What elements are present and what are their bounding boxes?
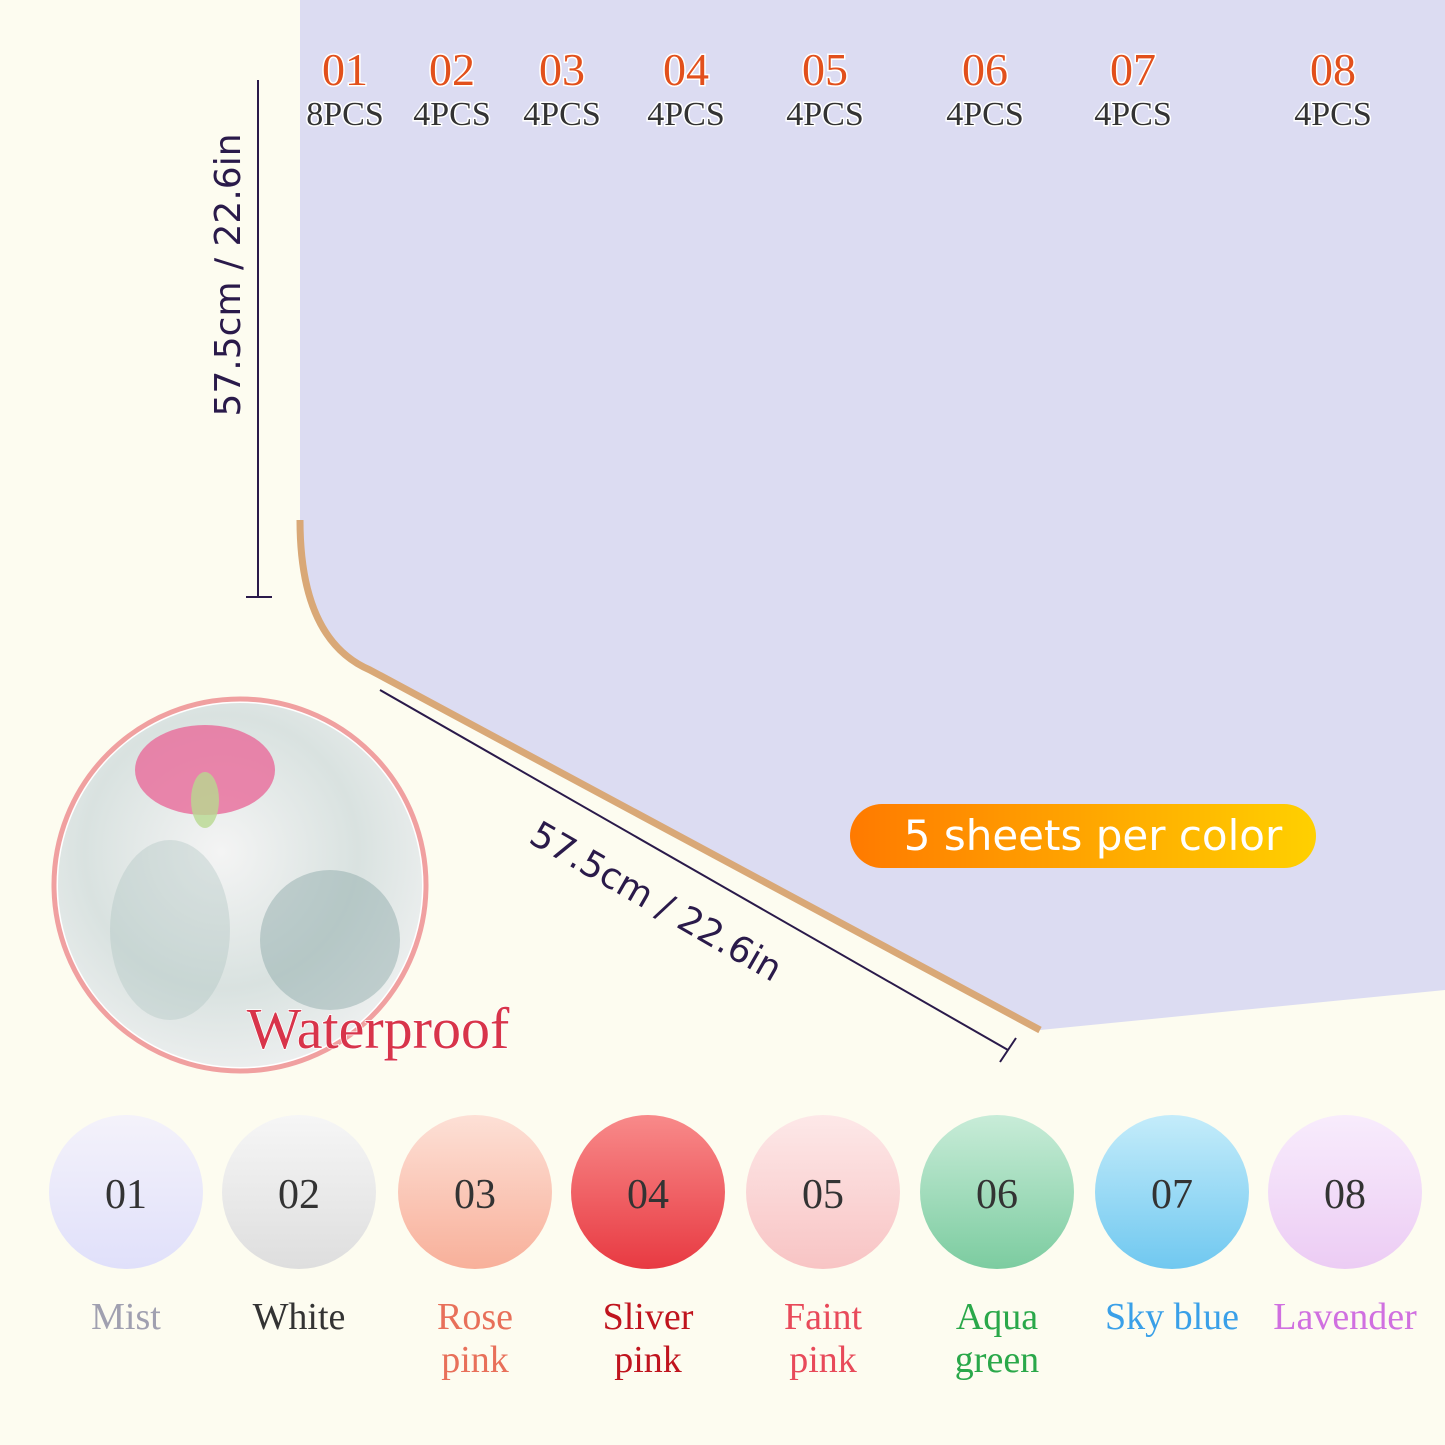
swatch — [222, 1115, 376, 1269]
swatch — [571, 1115, 725, 1269]
swatch-name: Rose pink — [437, 1296, 513, 1381]
swatch-number: 02 — [278, 1172, 320, 1218]
swatch-number: 08 — [1324, 1172, 1366, 1218]
height-label: 57.5cm / 22.6in — [208, 133, 249, 416]
sheet-number: 05 — [802, 44, 848, 95]
waterproof-photo — [58, 703, 422, 1067]
width-line — [379, 689, 1009, 1051]
swatch-number: 06 — [976, 1172, 1018, 1218]
swatch-name: Lavender — [1273, 1296, 1417, 1338]
sheet-count: 8PCS — [306, 96, 384, 133]
swatch — [49, 1115, 203, 1269]
sheet-number: 02 — [429, 44, 475, 95]
swatch-name: Sky blue — [1104, 1296, 1240, 1338]
sheet-count: 4PCS — [1294, 96, 1372, 133]
swatch-name: Faint pink — [783, 1296, 863, 1381]
swatches: 01 02 03 04 05 06 07 08 — [49, 1115, 1422, 1269]
feature-label: Waterproof — [247, 996, 510, 1061]
sheet-count: 4PCS — [647, 96, 725, 133]
swatch — [746, 1115, 900, 1269]
sheet-count: 4PCS — [1094, 96, 1172, 133]
sheet-number: 03 — [539, 44, 585, 95]
swatch-number: 05 — [802, 1172, 844, 1218]
sheet — [300, 0, 1445, 1030]
sheet-number: 04 — [663, 44, 709, 95]
swatch-name: Aqua green — [954, 1296, 1040, 1381]
sheet-count: 4PCS — [413, 96, 491, 133]
sheet-count: 4PCS — [523, 96, 601, 133]
sheet-count: 4PCS — [946, 96, 1024, 133]
sheet-number: 07 — [1110, 44, 1156, 95]
swatch — [920, 1115, 1074, 1269]
sheet-number: 06 — [962, 44, 1008, 95]
swatch-number: 01 — [105, 1172, 147, 1218]
swatch-name: Sliver pink — [602, 1296, 694, 1381]
swatch-number: 04 — [627, 1172, 669, 1218]
sheet-number: 01 — [322, 44, 368, 95]
swatch-number: 07 — [1151, 1172, 1193, 1218]
swatch-name: White — [252, 1296, 346, 1338]
badge — [850, 804, 1316, 868]
swatch — [1095, 1115, 1249, 1269]
sheet-count: 4PCS — [786, 96, 864, 133]
swatch-name: Mist — [91, 1296, 161, 1338]
badge-text: 5 sheets per color — [904, 811, 1283, 860]
width-tick — [999, 1037, 1017, 1063]
swatch — [1268, 1115, 1422, 1269]
sheet-number: 08 — [1310, 44, 1356, 95]
swatch — [398, 1115, 552, 1269]
sheet-edge — [296, 519, 1042, 1034]
swatch-number: 03 — [454, 1172, 496, 1218]
paper-sheets: 018PCS024PCS034PCS044PCS054PCS064PCS074P… — [296, 0, 1445, 1034]
